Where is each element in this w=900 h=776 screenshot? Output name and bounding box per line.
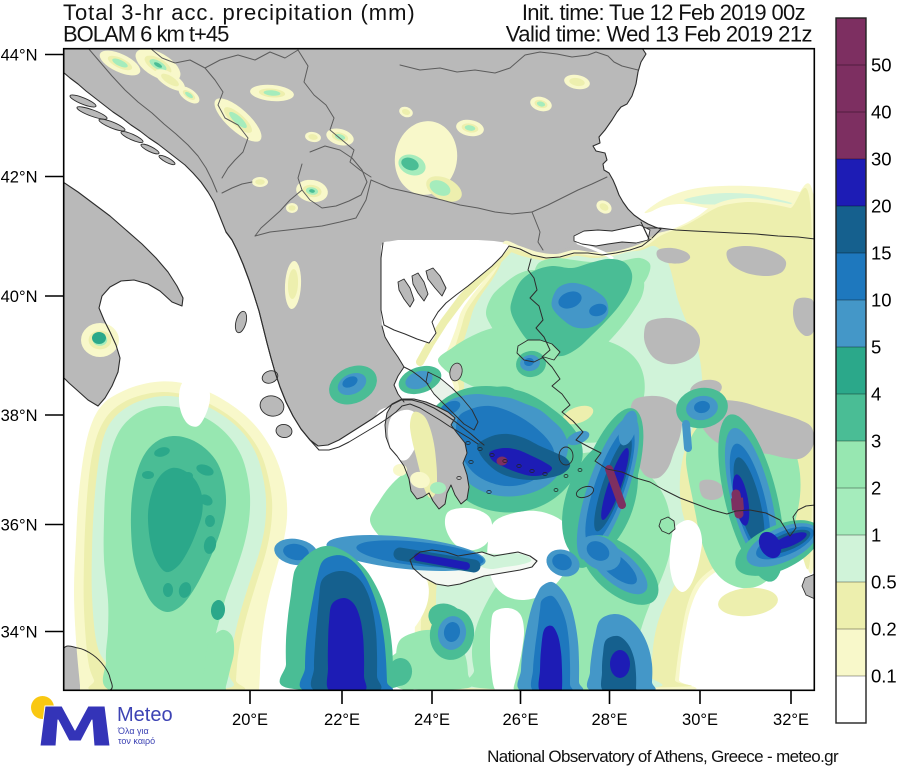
svg-text:Init. time: Tue 12 Feb 2019 00: Init. time: Tue 12 Feb 2019 00z	[522, 0, 805, 25]
svg-text:Valid time: Wed 13 Feb 2019 21: Valid time: Wed 13 Feb 2019 21z	[506, 22, 812, 47]
svg-text:4: 4	[871, 384, 881, 405]
svg-text:Total 3-hr acc. precipitation: Total 3-hr acc. precipitation (mm)	[63, 0, 416, 25]
svg-text:0.2: 0.2	[871, 619, 897, 640]
svg-text:28°E: 28°E	[592, 711, 628, 729]
svg-text:22°E: 22°E	[324, 711, 360, 729]
svg-text:BOLAM 6 km t+45: BOLAM 6 km t+45	[63, 22, 229, 47]
svg-text:15: 15	[871, 243, 892, 264]
svg-text:0.1: 0.1	[871, 666, 897, 687]
svg-text:10: 10	[871, 290, 892, 311]
svg-text:40°N: 40°N	[1, 288, 38, 306]
svg-text:Meteo: Meteo	[117, 704, 173, 726]
svg-text:5: 5	[871, 337, 881, 358]
svg-text:32°E: 32°E	[773, 711, 809, 729]
svg-text:30°E: 30°E	[682, 711, 718, 729]
svg-text:National Observatory of Athens: National Observatory of Athens, Greece -…	[487, 747, 839, 766]
svg-text:Όλα για: Όλα για	[117, 726, 149, 736]
svg-text:40: 40	[871, 102, 892, 123]
svg-text:42°N: 42°N	[1, 169, 38, 187]
svg-text:20°E: 20°E	[232, 711, 268, 729]
svg-text:τον καιρό: τον καιρό	[118, 736, 155, 746]
svg-text:20: 20	[871, 196, 892, 217]
svg-text:2: 2	[871, 478, 881, 499]
svg-text:3: 3	[871, 431, 881, 452]
svg-text:24°E: 24°E	[414, 711, 450, 729]
svg-text:1: 1	[871, 525, 881, 546]
svg-text:0.5: 0.5	[871, 572, 897, 593]
svg-text:34°N: 34°N	[1, 624, 38, 642]
svg-text:30: 30	[871, 149, 892, 170]
svg-text:50: 50	[871, 55, 892, 76]
svg-text:36°N: 36°N	[1, 517, 38, 535]
svg-text:44°N: 44°N	[1, 47, 38, 65]
svg-text:38°N: 38°N	[1, 407, 38, 425]
svg-text:26°E: 26°E	[503, 711, 539, 729]
